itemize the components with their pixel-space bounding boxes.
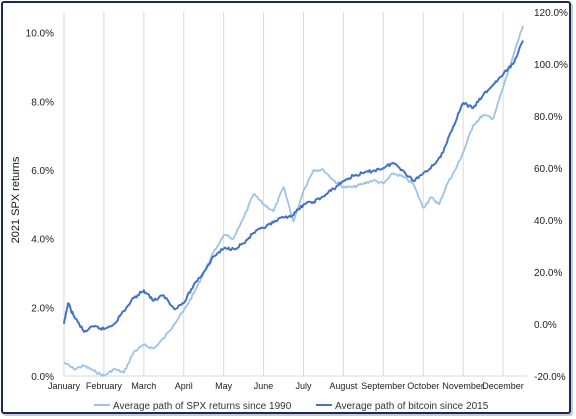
x-axis-ticks: January February March April May June July Augu… [48,381,524,391]
left-tick-label: 6.0% [31,166,54,177]
x-tick-label: October [407,381,439,391]
left-tick-label: 8.0% [31,97,54,108]
series-line-spx [63,25,524,377]
legend: Average path of SPX returns since 1990 A… [94,401,489,412]
series-lines [63,25,524,377]
left-axis-ticks: 0.0% 2.0% 4.0% 6.0% 8.0% 10.0% [26,29,54,383]
right-tick-label: 100.0% [534,60,568,71]
y-axis-label: 2021 SPX returns [10,156,22,243]
x-tick-label: August [329,381,358,391]
left-tick-label: 2.0% [31,303,54,314]
legend-label-spx: Average path of SPX returns since 1990 [113,401,292,412]
legend-label-bitcoin: Average path of bitcoin since 2015 [335,401,489,412]
left-tick-label: 0.0% [31,372,54,383]
right-tick-label: 20.0% [534,268,562,279]
right-tick-label: 0.0% [534,320,557,331]
x-tick-label: December [482,381,524,391]
x-tick-label: July [295,381,312,391]
x-tick-label: April [175,381,193,391]
right-tick-label: 40.0% [534,216,562,227]
right-tick-label: 60.0% [534,164,562,175]
x-tick-label: May [215,381,233,391]
series-line-bitcoin [63,40,524,333]
x-tick-label: February [86,381,123,391]
right-tick-label: 80.0% [534,112,562,123]
x-tick-label: June [254,381,274,391]
right-tick-label: -20.0% [534,372,566,383]
right-tick-label: 120.0% [534,8,568,19]
right-axis-ticks: -20.0% 0.0% 20.0% 40.0% 60.0% 80.0% 100.0% 120.… [534,8,568,383]
chart-frame [1,1,571,414]
x-tick-label: March [131,381,156,391]
x-tick-label: January [48,381,81,391]
x-tick-label: September [361,381,405,391]
left-tick-label: 10.0% [26,29,54,40]
x-tick-label: November [442,381,484,391]
left-tick-label: 4.0% [31,235,54,246]
gridlines [63,12,527,377]
